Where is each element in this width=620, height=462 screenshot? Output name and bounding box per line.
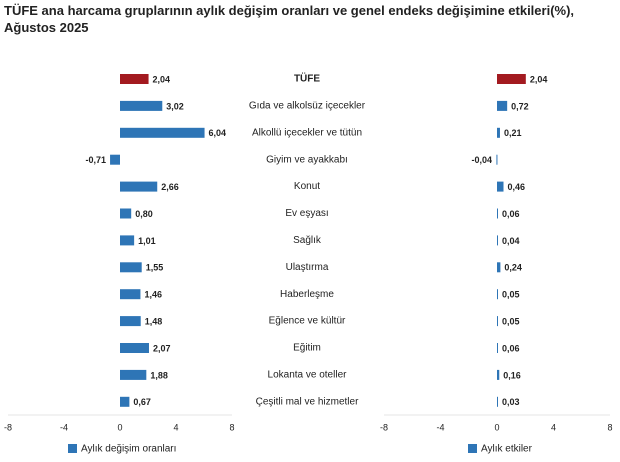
bar — [497, 74, 526, 84]
bar — [497, 100, 508, 111]
x-tick-label: -8 — [4, 422, 12, 432]
data-label: -0,04 — [471, 155, 492, 165]
x-tick-label: 8 — [607, 422, 612, 432]
bar — [497, 208, 498, 219]
category-label: Eğlence ve kültür — [269, 316, 346, 327]
bar — [496, 154, 498, 165]
legend-swatch — [68, 444, 77, 453]
data-label: 2,04 — [530, 74, 548, 84]
bar — [497, 181, 504, 192]
bar — [120, 396, 130, 407]
data-label: 1,55 — [146, 263, 164, 273]
category-label: Ev eşyası — [285, 208, 328, 219]
bar — [497, 369, 500, 380]
bar — [120, 181, 158, 192]
category-label: Sağlık — [293, 235, 322, 246]
legend-label: Aylık değişim oranları — [81, 444, 176, 455]
x-tick-label: 4 — [173, 422, 178, 432]
bar — [497, 235, 498, 246]
data-label: 1,01 — [138, 236, 156, 246]
legend-label: Aylık etkiler — [481, 444, 533, 455]
bar — [120, 127, 205, 138]
data-label: 0,16 — [503, 370, 521, 380]
bar — [120, 316, 141, 327]
data-label: 0,06 — [502, 343, 520, 353]
data-label: 1,88 — [150, 370, 168, 380]
data-label: 0,67 — [133, 397, 151, 407]
category-label: Eğitim — [293, 343, 321, 354]
data-label: 3,02 — [166, 101, 184, 111]
x-tick-label: -8 — [380, 422, 388, 432]
x-tick-label: -4 — [60, 422, 68, 432]
data-label: 0,24 — [504, 263, 522, 273]
x-tick-label: 4 — [551, 422, 556, 432]
category-label: Çeşitli mal ve hizmetler — [256, 396, 359, 407]
bar — [120, 208, 132, 219]
data-label: 0,72 — [511, 101, 529, 111]
data-label: 1,48 — [145, 316, 163, 326]
data-label: 0,06 — [502, 209, 520, 219]
category-label: Ulaştırma — [286, 262, 329, 273]
data-label: 2,07 — [153, 343, 171, 353]
bar — [120, 235, 135, 246]
data-label: 0,04 — [502, 236, 520, 246]
bar — [497, 127, 500, 138]
data-label: -0,71 — [86, 155, 107, 165]
bar — [497, 289, 498, 300]
bar — [497, 316, 498, 327]
data-label: 1,46 — [144, 290, 162, 300]
data-label: 0,03 — [502, 397, 520, 407]
bar — [497, 396, 498, 407]
data-label: 0,80 — [135, 209, 153, 219]
x-tick-label: 0 — [117, 422, 122, 432]
chart-title: TÜFE ana harcama gruplarının aylık değiş… — [4, 3, 575, 35]
bar — [497, 343, 498, 353]
category-label: Giyim ve ayakkabı — [266, 154, 348, 165]
legend-swatch — [468, 444, 477, 453]
x-tick-label: 8 — [229, 422, 234, 432]
bar — [120, 369, 147, 380]
bar — [120, 74, 149, 84]
bar — [120, 289, 141, 300]
category-label: TÜFE — [294, 72, 320, 85]
x-tick-label: -4 — [436, 422, 444, 432]
category-label: Gıda ve alkolsüz içecekler — [249, 101, 366, 112]
bar — [497, 262, 501, 273]
bar — [120, 100, 163, 111]
data-label: 0,05 — [502, 316, 520, 326]
data-label: 2,66 — [161, 182, 179, 192]
category-label: Alkollü içecekler ve tütün — [252, 127, 362, 138]
bar — [110, 154, 120, 165]
data-label: 6,04 — [209, 128, 227, 138]
x-tick-label: 0 — [494, 422, 499, 432]
category-label: Konut — [294, 181, 320, 192]
category-label: Haberleşme — [280, 289, 334, 300]
data-label: 0,46 — [507, 182, 525, 192]
category-label: Lokanta ve oteller — [268, 370, 348, 381]
data-label: 0,05 — [502, 290, 520, 300]
data-label: 0,21 — [504, 128, 522, 138]
bar — [120, 262, 142, 273]
bar — [120, 343, 149, 353]
data-label: 2,04 — [153, 74, 171, 84]
